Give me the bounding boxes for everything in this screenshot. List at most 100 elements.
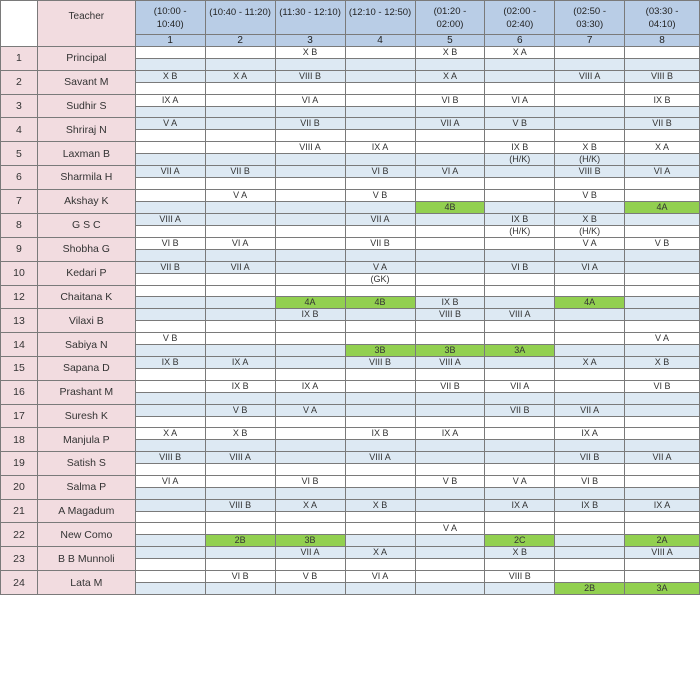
- slot-cell-lower: [134, 248, 206, 262]
- period-time-line: (11:30 - 12:10): [279, 7, 341, 18]
- slot-cell-lower: [554, 415, 626, 429]
- slot-cell-lower: [554, 558, 626, 571]
- slot-cell-lower: [204, 320, 276, 333]
- slot-cell: X A: [624, 141, 700, 154]
- slot-cell: [484, 451, 556, 464]
- slot-cell: [344, 69, 416, 83]
- slot-cell-lower: [414, 368, 486, 381]
- slot-cell-lower: [344, 177, 416, 190]
- slot-cell: VIII A: [134, 212, 206, 226]
- slot-cell-lower: [344, 129, 416, 142]
- slot-cell-lower: [204, 272, 276, 286]
- teacher-name: New Como: [36, 522, 136, 548]
- slot-cell-lower: [414, 510, 486, 524]
- slot-cell: [134, 46, 206, 59]
- slot-cell: [134, 403, 206, 417]
- slot-cell-lower: [344, 391, 416, 405]
- slot-cell-lower: [344, 200, 416, 214]
- row-number: 2: [0, 69, 38, 95]
- period-time-line: (03:30 -: [645, 5, 679, 17]
- slot-cell-lower: [554, 344, 626, 357]
- slot-cell: [624, 522, 700, 536]
- slot-cell-lower: [554, 81, 626, 95]
- slot-cell: VI A: [554, 260, 626, 274]
- period-7-number: 7: [554, 34, 626, 47]
- slot-cell-lower: [484, 248, 556, 262]
- slot-cell-lower: [344, 534, 416, 548]
- slot-cell: IX B: [484, 141, 556, 154]
- teacher-row-lower: [1, 105, 700, 119]
- slot-cell: [414, 236, 486, 250]
- slot-cell-lower: [344, 558, 416, 571]
- slot-cell: X B: [554, 212, 626, 226]
- slot-cell-lower: [624, 153, 700, 166]
- slot-cell: [344, 332, 416, 345]
- slot-cell: [134, 546, 206, 560]
- teacher-row: 10 Kedari P VII B VII A V A VI B VI A: [0, 260, 700, 286]
- slot-cell: VIII B: [554, 165, 626, 178]
- slot-cell: IX A: [274, 379, 346, 393]
- slot-cell: V A: [484, 474, 556, 488]
- slot-cell-lower: [344, 510, 416, 524]
- slot-cell: [624, 188, 700, 202]
- slot-cell: [204, 522, 276, 536]
- teacher-name: Suresh K: [36, 403, 136, 429]
- slot-cell-lower: [204, 368, 276, 381]
- slot-cell: X A: [554, 356, 626, 369]
- teacher-name: Chaitana K: [36, 284, 136, 310]
- slot-cell: [624, 46, 700, 59]
- slot-cell-lower: [484, 105, 556, 119]
- slot-cell-lower: [414, 486, 486, 500]
- slot-cell-lower: [134, 129, 206, 142]
- slot-cell-lower: [274, 177, 346, 190]
- period-time-line: (12:10 - 12:50): [348, 7, 412, 18]
- slot-cell-lower: [624, 368, 700, 381]
- row-number: 14: [0, 332, 38, 357]
- slot-cell-lower: [484, 81, 556, 95]
- slot-cell-lower: [554, 486, 626, 500]
- slot-cell-lower: [484, 368, 556, 381]
- slot-cell-lower: [414, 391, 486, 405]
- slot-cell: VIII A: [204, 451, 276, 464]
- slot-cell-lower: [134, 81, 206, 95]
- slot-cell: VI B: [204, 570, 276, 583]
- slot-cell: X B: [484, 546, 556, 560]
- period-2-time: (10:40 - 11:20): [204, 0, 276, 35]
- teacher-row: 3 Sudhir S IX A VI A VI B VI A IX B: [0, 93, 700, 119]
- slot-cell: VIII B: [274, 69, 346, 83]
- slot-cell-lower: 3B: [274, 534, 346, 548]
- slot-cell: [274, 236, 346, 250]
- slot-cell: X A: [204, 69, 276, 83]
- slot-cell-lower: [624, 248, 700, 262]
- slot-cell-lower: 4B: [344, 296, 416, 310]
- teacher-name: Shobha G: [36, 236, 136, 262]
- slot-cell: [344, 46, 416, 59]
- teacher-name: Vilaxi B: [36, 308, 136, 333]
- slot-cell: VIII A: [274, 141, 346, 154]
- slot-cell-lower: [414, 58, 486, 71]
- slot-cell: [414, 570, 486, 583]
- slot-cell: X A: [484, 46, 556, 59]
- period-8-number: 8: [624, 34, 700, 47]
- slot-cell-lower: [134, 534, 206, 548]
- slot-cell-lower: [344, 415, 416, 429]
- slot-cell: X B: [204, 427, 276, 441]
- slot-cell-lower: [274, 558, 346, 571]
- row-number: 22: [0, 522, 38, 548]
- slot-cell-lower: 2B: [204, 534, 276, 548]
- slot-cell: VII A: [204, 260, 276, 274]
- slot-cell-lower: [134, 463, 206, 476]
- teacher-name: Sudhir S: [36, 93, 136, 119]
- slot-cell: IX A: [554, 427, 626, 441]
- slot-cell: VIII B: [134, 451, 206, 464]
- slot-cell: [554, 546, 626, 560]
- teacher-row: 19 Satish S VIII B VIII A VIII A VII B VII A: [0, 451, 700, 476]
- slot-cell: VI B: [274, 474, 346, 488]
- slot-cell-lower: [554, 391, 626, 405]
- slot-cell-lower: 4A: [554, 296, 626, 310]
- slot-cell-lower: [274, 510, 346, 524]
- slot-cell: [554, 522, 626, 536]
- row-number: 4: [0, 117, 38, 142]
- slot-cell: [274, 260, 346, 274]
